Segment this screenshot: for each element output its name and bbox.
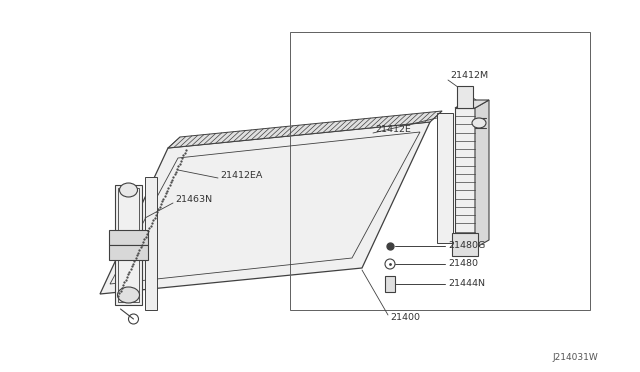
Text: 21412M: 21412M [450, 71, 488, 80]
Text: 21444N: 21444N [448, 279, 485, 289]
Ellipse shape [472, 118, 486, 128]
Polygon shape [109, 230, 148, 245]
Polygon shape [455, 108, 475, 248]
Polygon shape [168, 111, 442, 148]
Text: 21480G: 21480G [448, 241, 485, 250]
Text: 21412E: 21412E [375, 125, 411, 135]
Polygon shape [100, 122, 430, 294]
Text: 21400: 21400 [390, 314, 420, 323]
Polygon shape [385, 276, 395, 292]
Polygon shape [437, 113, 453, 243]
Text: J214031W: J214031W [552, 353, 598, 362]
Polygon shape [115, 185, 142, 305]
Ellipse shape [118, 287, 140, 303]
Text: 21463N: 21463N [175, 196, 212, 205]
Polygon shape [145, 177, 157, 310]
Polygon shape [452, 233, 478, 256]
Text: 21480: 21480 [448, 260, 478, 269]
Text: 21412EA: 21412EA [220, 170, 262, 180]
Ellipse shape [120, 183, 138, 197]
Polygon shape [457, 86, 473, 108]
Polygon shape [455, 100, 489, 108]
Polygon shape [109, 245, 148, 260]
Polygon shape [475, 100, 489, 248]
